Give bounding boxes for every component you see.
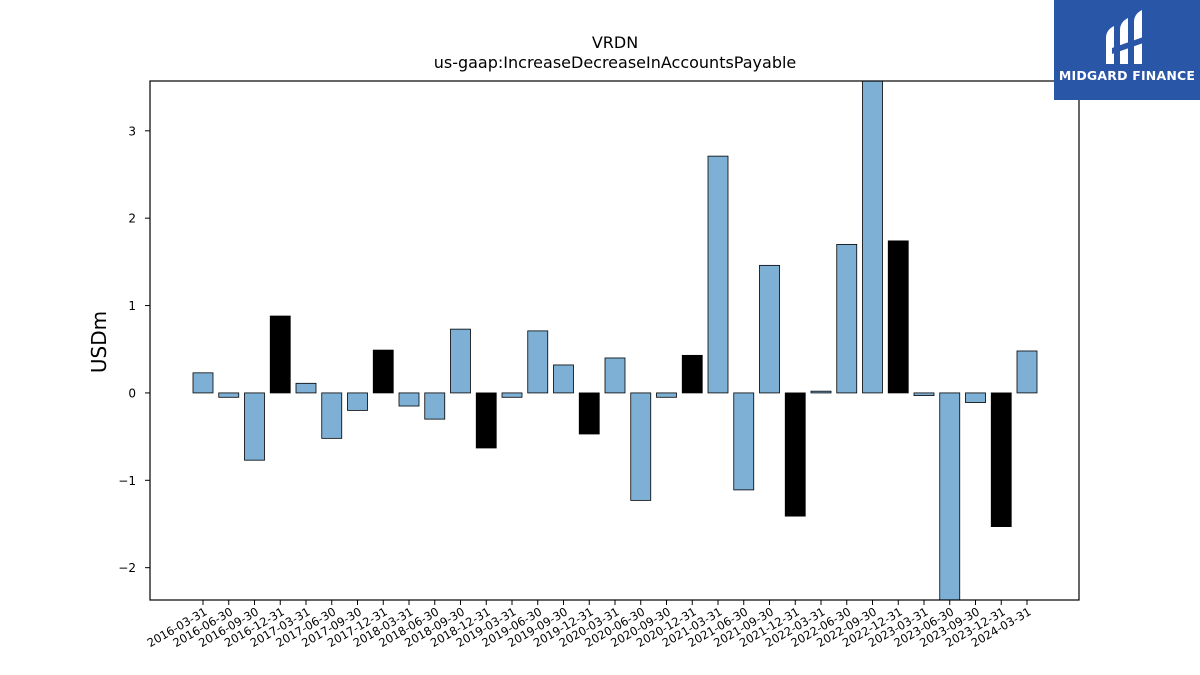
- bar-2023-06-30: [939, 392, 961, 600]
- bar-2022-06-30: [836, 243, 858, 394]
- y-tick-label: 2: [128, 212, 136, 226]
- y-ticks-group: −2 −1 0 1 2 3: [118, 124, 150, 575]
- bar-2018-03-31: [398, 392, 420, 407]
- brand-name: MIDGARD FINANCE: [1058, 68, 1196, 83]
- bar-2018-06-30: [424, 392, 446, 420]
- bar-2016-09-30: [244, 392, 265, 461]
- bar-2020-12-31: [681, 354, 703, 394]
- bar-2018-09-30: [450, 328, 471, 394]
- bar-2023-03-31: [913, 392, 935, 396]
- bar-2020-06-30: [630, 392, 652, 501]
- y-axis-label: USDm: [87, 311, 111, 373]
- bar-2019-03-31: [501, 392, 523, 398]
- bar-2019-09-30: [553, 364, 574, 394]
- y-tick-label: 3: [128, 124, 136, 138]
- bar-2016-03-31: [192, 372, 214, 394]
- bar-2022-12-31: [887, 240, 909, 394]
- bar-2021-09-30: [759, 264, 780, 394]
- y-tick-label: 1: [128, 299, 136, 313]
- bar-2020-09-30: [656, 392, 677, 398]
- y-tick-label: −2: [118, 561, 136, 575]
- chart-subtitle: us-gaap:IncreaseDecreaseInAccountsPayabl…: [434, 53, 797, 72]
- bar-2021-06-30: [733, 392, 755, 491]
- bar-2024-03-31: [1016, 350, 1038, 394]
- y-tick-label: 0: [128, 386, 136, 400]
- bar-2021-03-31: [707, 155, 729, 394]
- bar-2016-06-30: [218, 392, 240, 398]
- bar-2019-12-31: [578, 392, 600, 435]
- midgard-logo-icon: [1106, 10, 1146, 64]
- bar-2016-12-31: [269, 315, 291, 394]
- bar-2017-06-30: [321, 392, 343, 439]
- bar-2017-12-31: [372, 349, 394, 394]
- bar-2018-12-31: [475, 392, 497, 449]
- brand-logo: MIDGARD FINANCE: [1054, 0, 1200, 100]
- bar-2023-12-31: [990, 392, 1012, 528]
- bar-2022-03-31: [810, 390, 832, 394]
- bar-2023-09-30: [965, 392, 986, 403]
- bar-2019-06-30: [527, 330, 549, 394]
- bar-2021-12-31: [784, 392, 806, 517]
- plot-frame: [149, 80, 1080, 601]
- bars-group: [192, 81, 1038, 600]
- y-tick-label: −1: [118, 474, 136, 488]
- bar-2022-09-30: [862, 81, 883, 394]
- chart-title: VRDN: [592, 33, 638, 52]
- bar-2017-03-31: [295, 382, 317, 394]
- x-ticks-group: 2016-03-312016-06-302016-09-302016-12-31…: [145, 600, 1034, 650]
- bar-2020-03-31: [604, 357, 626, 394]
- bar-2017-09-30: [347, 392, 368, 411]
